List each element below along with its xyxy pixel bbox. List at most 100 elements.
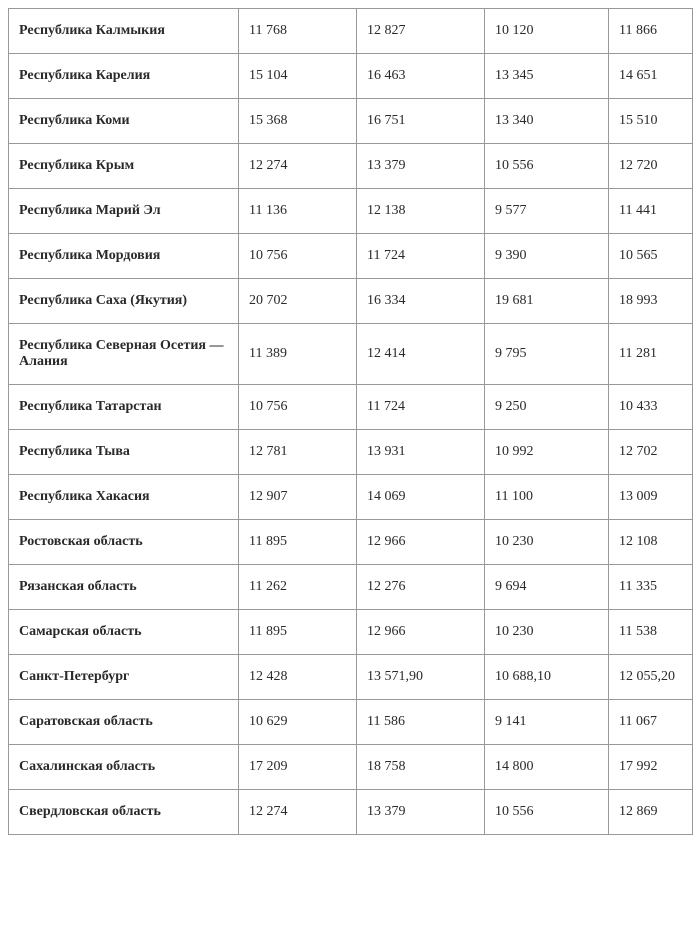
table-row: Сахалинская область17 20918 75814 80017 … [9,745,693,790]
value-cell: 12 276 [357,565,485,610]
value-cell: 11 281 [609,324,693,385]
table-body: Республика Калмыкия11 76812 82710 12011 … [9,9,693,835]
value-cell: 11 895 [239,610,357,655]
value-cell: 13 340 [485,99,609,144]
value-cell: 11 067 [609,700,693,745]
region-cell: Саратовская область [9,700,239,745]
region-cell: Республика Татарстан [9,385,239,430]
value-cell: 12 055,20 [609,655,693,700]
region-cell: Республика Карелия [9,54,239,99]
value-cell: 14 651 [609,54,693,99]
value-cell: 14 069 [357,475,485,520]
value-cell: 9 141 [485,700,609,745]
value-cell: 12 869 [609,790,693,835]
region-cell: Республика Коми [9,99,239,144]
value-cell: 11 895 [239,520,357,565]
value-cell: 12 414 [357,324,485,385]
table-row: Рязанская область11 26212 2769 69411 335 [9,565,693,610]
value-cell: 12 781 [239,430,357,475]
region-cell: Сахалинская область [9,745,239,790]
value-cell: 10 230 [485,610,609,655]
value-cell: 13 009 [609,475,693,520]
value-cell: 10 556 [485,790,609,835]
value-cell: 11 389 [239,324,357,385]
table-row: Республика Тыва12 78113 93110 99212 702 [9,430,693,475]
value-cell: 10 688,10 [485,655,609,700]
value-cell: 16 463 [357,54,485,99]
table-row: Санкт-Петербург12 42813 571,9010 688,101… [9,655,693,700]
table-row: Республика Калмыкия11 76812 82710 12011 … [9,9,693,54]
value-cell: 12 138 [357,189,485,234]
value-cell: 12 966 [357,610,485,655]
value-cell: 12 702 [609,430,693,475]
value-cell: 18 758 [357,745,485,790]
region-cell: Республика Саха (Якутия) [9,279,239,324]
region-cell: Республика Хакасия [9,475,239,520]
value-cell: 17 209 [239,745,357,790]
value-cell: 10 629 [239,700,357,745]
value-cell: 12 274 [239,144,357,189]
region-cell: Республика Калмыкия [9,9,239,54]
region-cell: Самарская область [9,610,239,655]
value-cell: 14 800 [485,745,609,790]
value-cell: 11 335 [609,565,693,610]
value-cell: 11 100 [485,475,609,520]
value-cell: 15 104 [239,54,357,99]
table-row: Республика Крым12 27413 37910 55612 720 [9,144,693,189]
value-cell: 11 866 [609,9,693,54]
value-cell: 11 586 [357,700,485,745]
region-cell: Республика Крым [9,144,239,189]
value-cell: 15 368 [239,99,357,144]
region-cell: Свердловская область [9,790,239,835]
value-cell: 11 136 [239,189,357,234]
value-cell: 10 756 [239,234,357,279]
value-cell: 9 390 [485,234,609,279]
value-cell: 11 538 [609,610,693,655]
region-cell: Республика Мордовия [9,234,239,279]
value-cell: 13 345 [485,54,609,99]
value-cell: 12 274 [239,790,357,835]
table-row: Республика Карелия15 10416 46313 34514 6… [9,54,693,99]
regions-table: Республика Калмыкия11 76812 82710 12011 … [8,8,693,835]
value-cell: 12 827 [357,9,485,54]
value-cell: 17 992 [609,745,693,790]
region-cell: Санкт-Петербург [9,655,239,700]
value-cell: 15 510 [609,99,693,144]
value-cell: 13 571,90 [357,655,485,700]
value-cell: 10 230 [485,520,609,565]
table-row: Республика Мордовия10 75611 7249 39010 5… [9,234,693,279]
table-row: Свердловская область12 27413 37910 55612… [9,790,693,835]
value-cell: 11 441 [609,189,693,234]
value-cell: 10 565 [609,234,693,279]
table-row: Республика Северная Осетия — Алания11 38… [9,324,693,385]
region-cell: Рязанская область [9,565,239,610]
value-cell: 20 702 [239,279,357,324]
value-cell: 10 433 [609,385,693,430]
value-cell: 13 931 [357,430,485,475]
value-cell: 9 694 [485,565,609,610]
table-row: Республика Марий Эл11 13612 1389 57711 4… [9,189,693,234]
value-cell: 11 724 [357,234,485,279]
value-cell: 9 577 [485,189,609,234]
value-cell: 11 768 [239,9,357,54]
table-row: Ростовская область11 89512 96610 23012 1… [9,520,693,565]
table-row: Республика Коми15 36816 75113 34015 510 [9,99,693,144]
table-row: Самарская область11 89512 96610 23011 53… [9,610,693,655]
table-row: Республика Татарстан10 75611 7249 25010 … [9,385,693,430]
value-cell: 10 120 [485,9,609,54]
value-cell: 16 334 [357,279,485,324]
value-cell: 9 795 [485,324,609,385]
value-cell: 12 720 [609,144,693,189]
value-cell: 19 681 [485,279,609,324]
value-cell: 13 379 [357,144,485,189]
value-cell: 18 993 [609,279,693,324]
region-cell: Республика Тыва [9,430,239,475]
region-cell: Ростовская область [9,520,239,565]
value-cell: 16 751 [357,99,485,144]
value-cell: 11 724 [357,385,485,430]
region-cell: Республика Северная Осетия — Алания [9,324,239,385]
value-cell: 13 379 [357,790,485,835]
region-cell: Республика Марий Эл [9,189,239,234]
table-row: Саратовская область10 62911 5869 14111 0… [9,700,693,745]
value-cell: 10 756 [239,385,357,430]
